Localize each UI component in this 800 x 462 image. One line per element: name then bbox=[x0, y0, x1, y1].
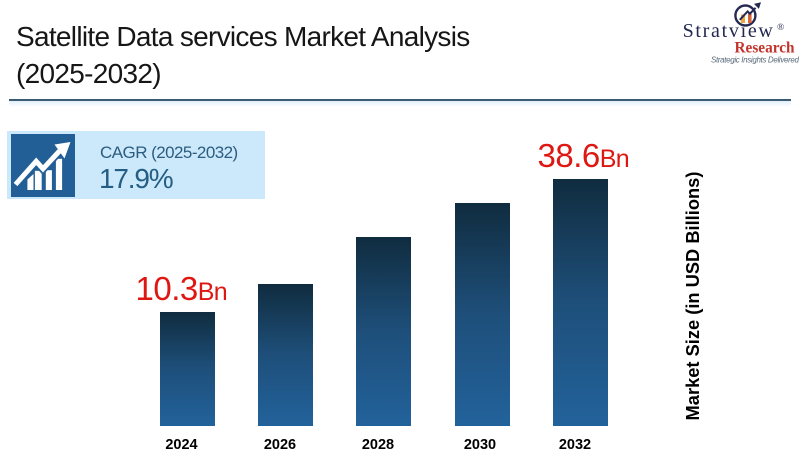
svg-text:®: ® bbox=[777, 22, 784, 33]
svg-text:Stratview: Stratview bbox=[683, 20, 775, 42]
svg-text:Strategic Insights Delivered: Strategic Insights Delivered bbox=[711, 56, 799, 65]
svg-text:Research: Research bbox=[735, 40, 796, 57]
